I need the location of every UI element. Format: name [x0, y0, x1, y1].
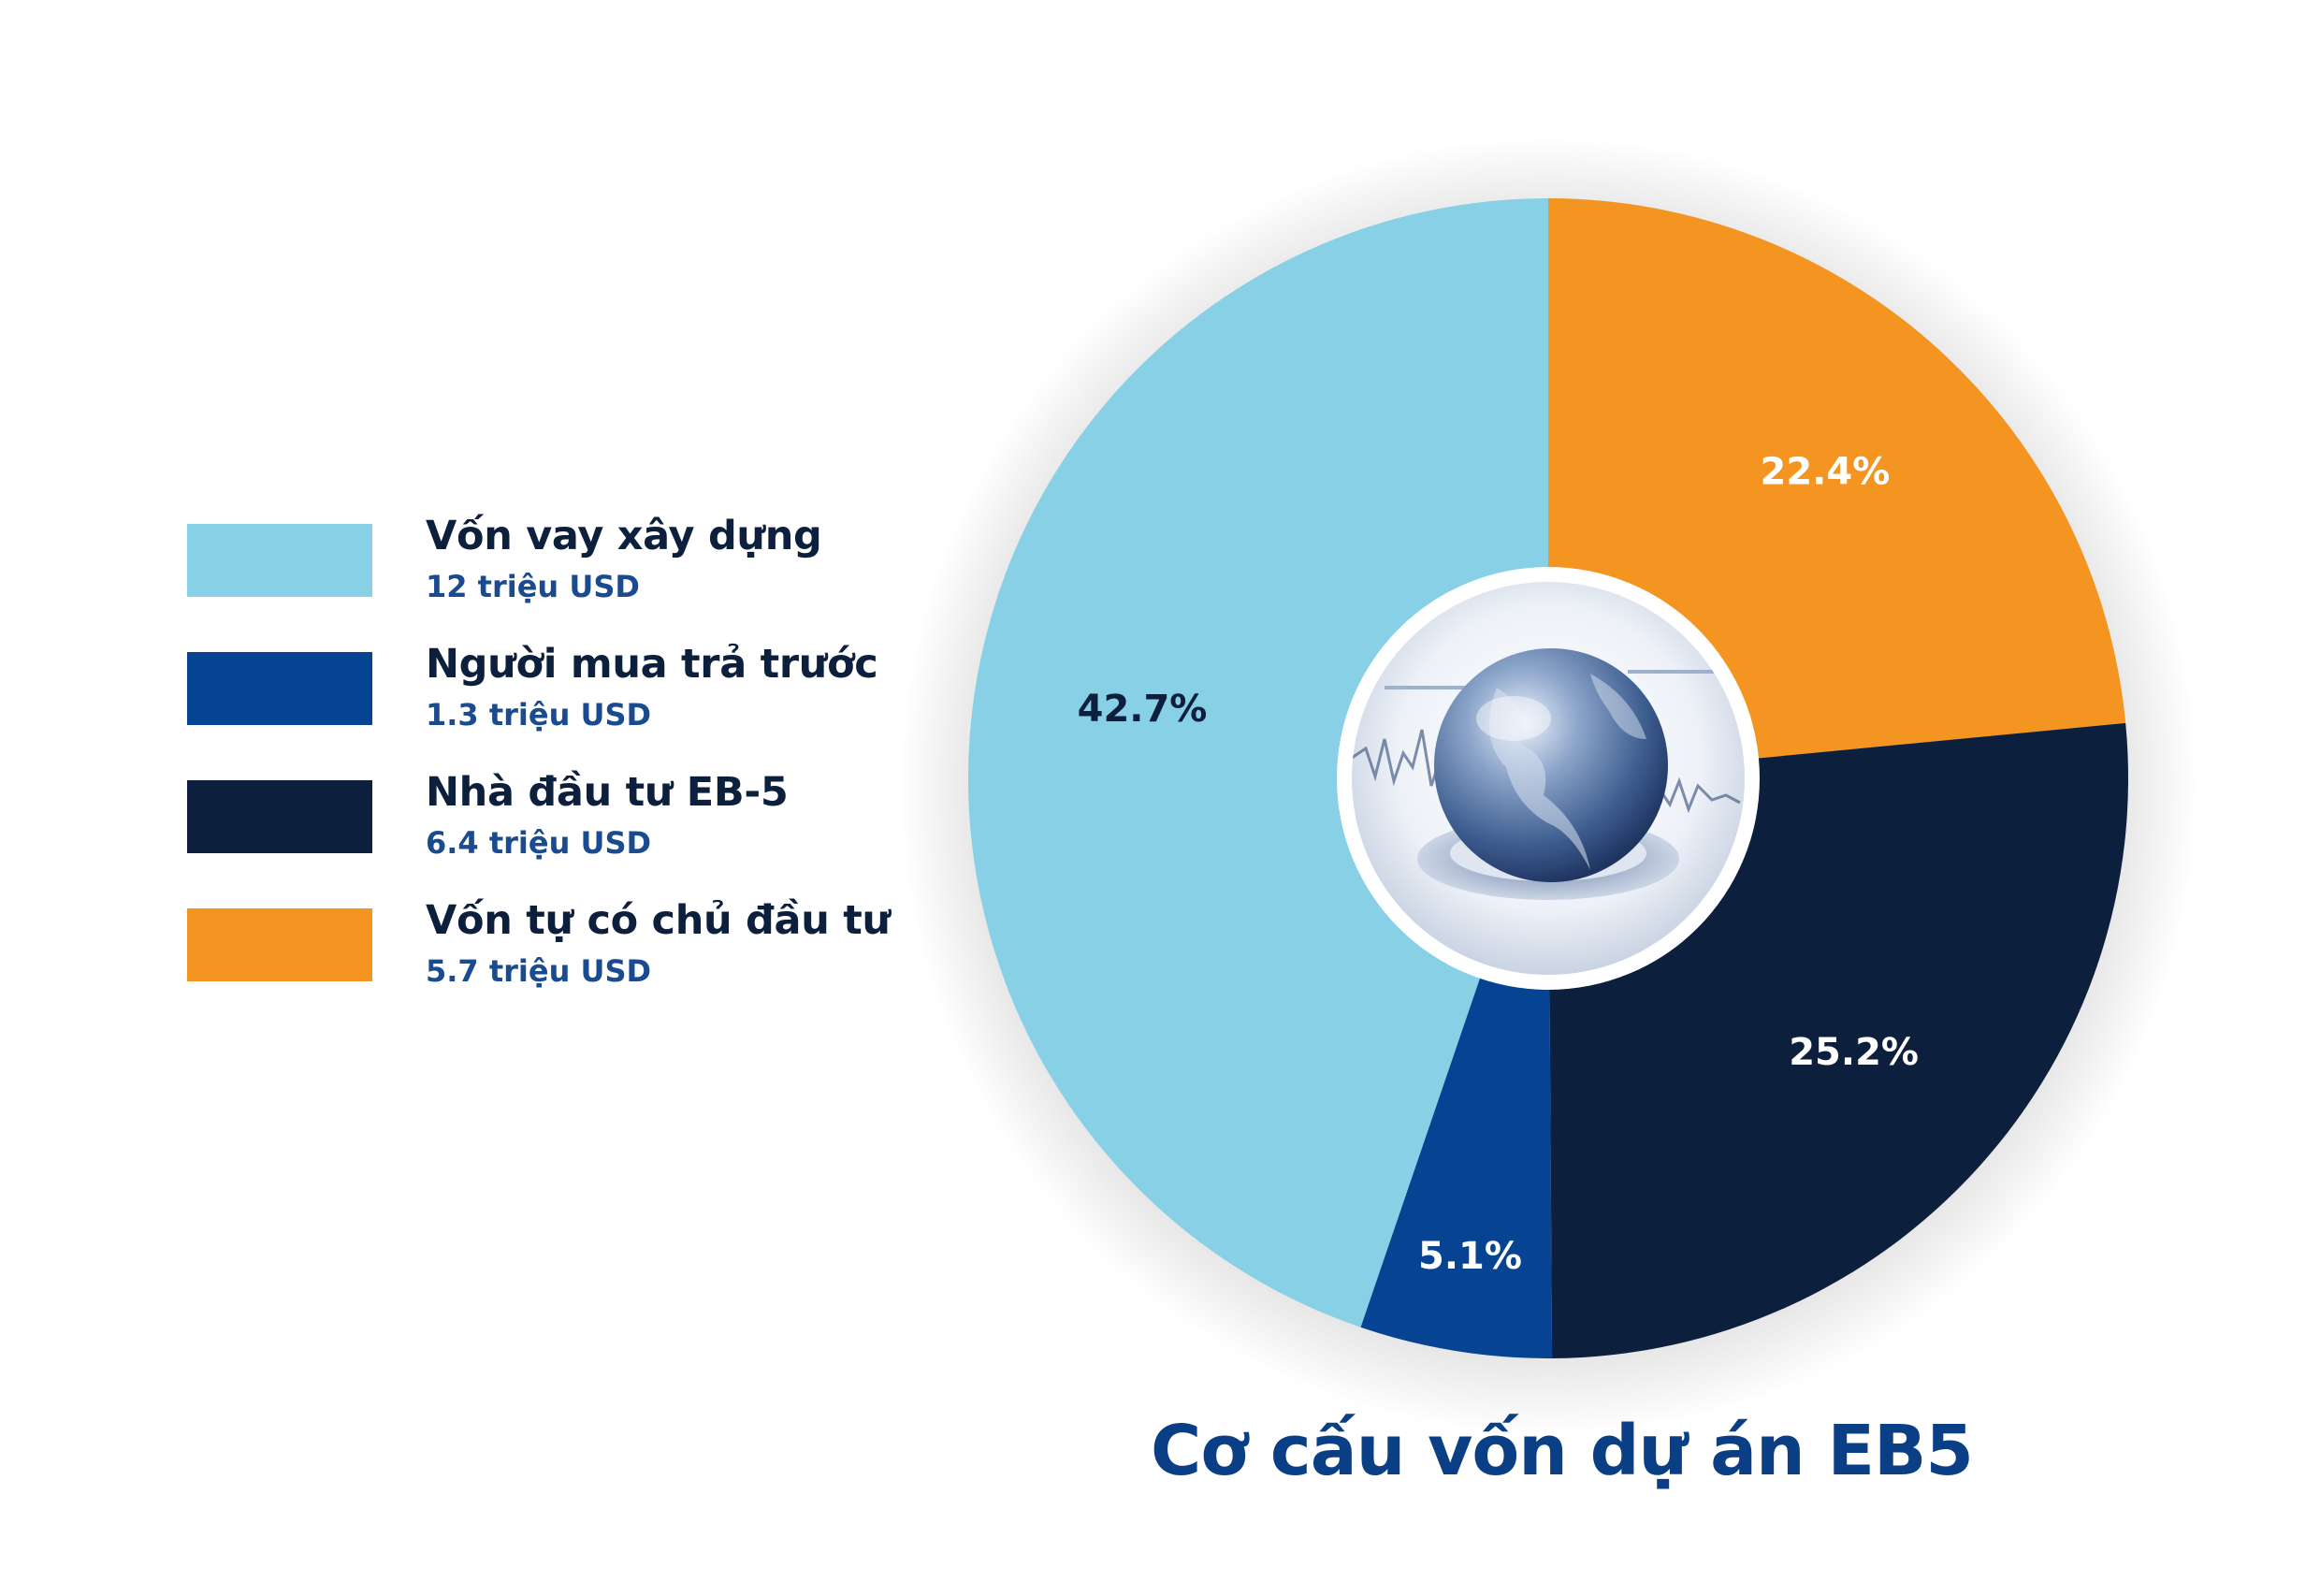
legend-name: Nhà đầu tư EB-5: [426, 769, 789, 816]
legend-swatch: [187, 780, 372, 853]
slice-label: 22.4%: [1761, 450, 1891, 493]
legend-swatch: [187, 524, 372, 597]
legend-amount: 5.7 triệu USD: [426, 953, 652, 989]
slice-label: 5.1%: [1418, 1235, 1522, 1278]
legend: Vốn vay xây dựng 12 triệu USD Người mua …: [187, 513, 898, 1025]
legend-amount: 6.4 triệu USD: [426, 825, 652, 861]
legend-amount: 12 triệu USD: [426, 569, 640, 604]
pie-slice: [967, 198, 1548, 1328]
legend-item: Vốn vay xây dựng 12 triệu USD: [187, 513, 898, 641]
slice-label: 25.2%: [1789, 1031, 1919, 1074]
legend-amount: 1.3 triệu USD: [426, 697, 652, 733]
legend-swatch: [187, 908, 372, 981]
legend-name: Vốn vay xây dựng: [426, 513, 822, 559]
legend-item: Nhà đầu tư EB-5 6.4 triệu USD: [187, 769, 898, 897]
legend-name: Vốn tự có chủ đầu tư: [426, 897, 891, 944]
globe-image: [1337, 567, 1760, 990]
globe-icon: [1434, 648, 1668, 882]
slice-label: 42.7%: [1078, 688, 1208, 731]
legend-item: Người mua trả trước 1.3 triệu USD: [187, 641, 898, 769]
legend-name: Người mua trả trước: [426, 641, 878, 688]
chart-title: Cơ cấu vốn dự án EB5: [1151, 1411, 1974, 1491]
legend-swatch: [187, 652, 372, 725]
legend-item: Vốn tự có chủ đầu tư 5.7 triệu USD: [187, 897, 898, 1025]
